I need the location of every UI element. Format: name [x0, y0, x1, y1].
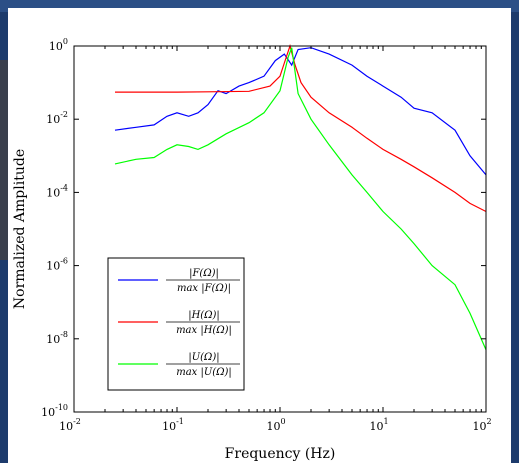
y-axis-label: Normalized Amplitude [12, 149, 28, 309]
legend: |F(Ω)| max |F(Ω)| |H(Ω)| max |H(Ω)| |U(Ω)| ma… [107, 257, 245, 391]
y-tick-label: 10-2 [46, 110, 68, 126]
legend-numerator: |U(Ω)| [188, 352, 219, 363]
legend-denominator: max |H(Ω)| [176, 325, 232, 336]
y-tick-label: 10-8 [46, 330, 68, 346]
x-axis-label: Frequency (Hz) [225, 446, 336, 462]
series-line-h [115, 43, 487, 213]
legend-numerator: |F(Ω)| [189, 268, 219, 279]
x-tick-label: 100 [266, 417, 285, 433]
legend-numerator: |H(Ω)| [188, 310, 220, 321]
x-tick-label: 101 [369, 417, 388, 433]
series-line-u [114, 47, 487, 351]
y-tick-label: 100 [49, 37, 68, 53]
series-layer [114, 43, 487, 351]
ticks-layer: 10-2 10-1 100 101 102 100 10-2 10-4 10-6 10-8 10-1… [41, 37, 491, 433]
y-tick-label: 10-6 [46, 257, 68, 273]
frequency-chart: 10-2 10-1 100 101 102 100 10-2 10-4 10-6 10-8 10-1… [12, 37, 492, 462]
x-tick-label: 102 [472, 417, 491, 433]
plot-card: 10-2 10-1 100 101 102 100 10-2 10-4 10-6 10-8 10-1… [8, 8, 511, 463]
y-tick-label: 10-10 [41, 403, 68, 419]
legend-denominator: max |U(Ω)| [176, 367, 232, 378]
legend-denominator: max |F(Ω)| [177, 283, 231, 294]
y-tick-label: 10-4 [46, 183, 68, 199]
x-tick-label: 10-1 [162, 417, 184, 433]
x-tick-label: 10-2 [59, 417, 81, 433]
series-line-f [114, 47, 487, 176]
